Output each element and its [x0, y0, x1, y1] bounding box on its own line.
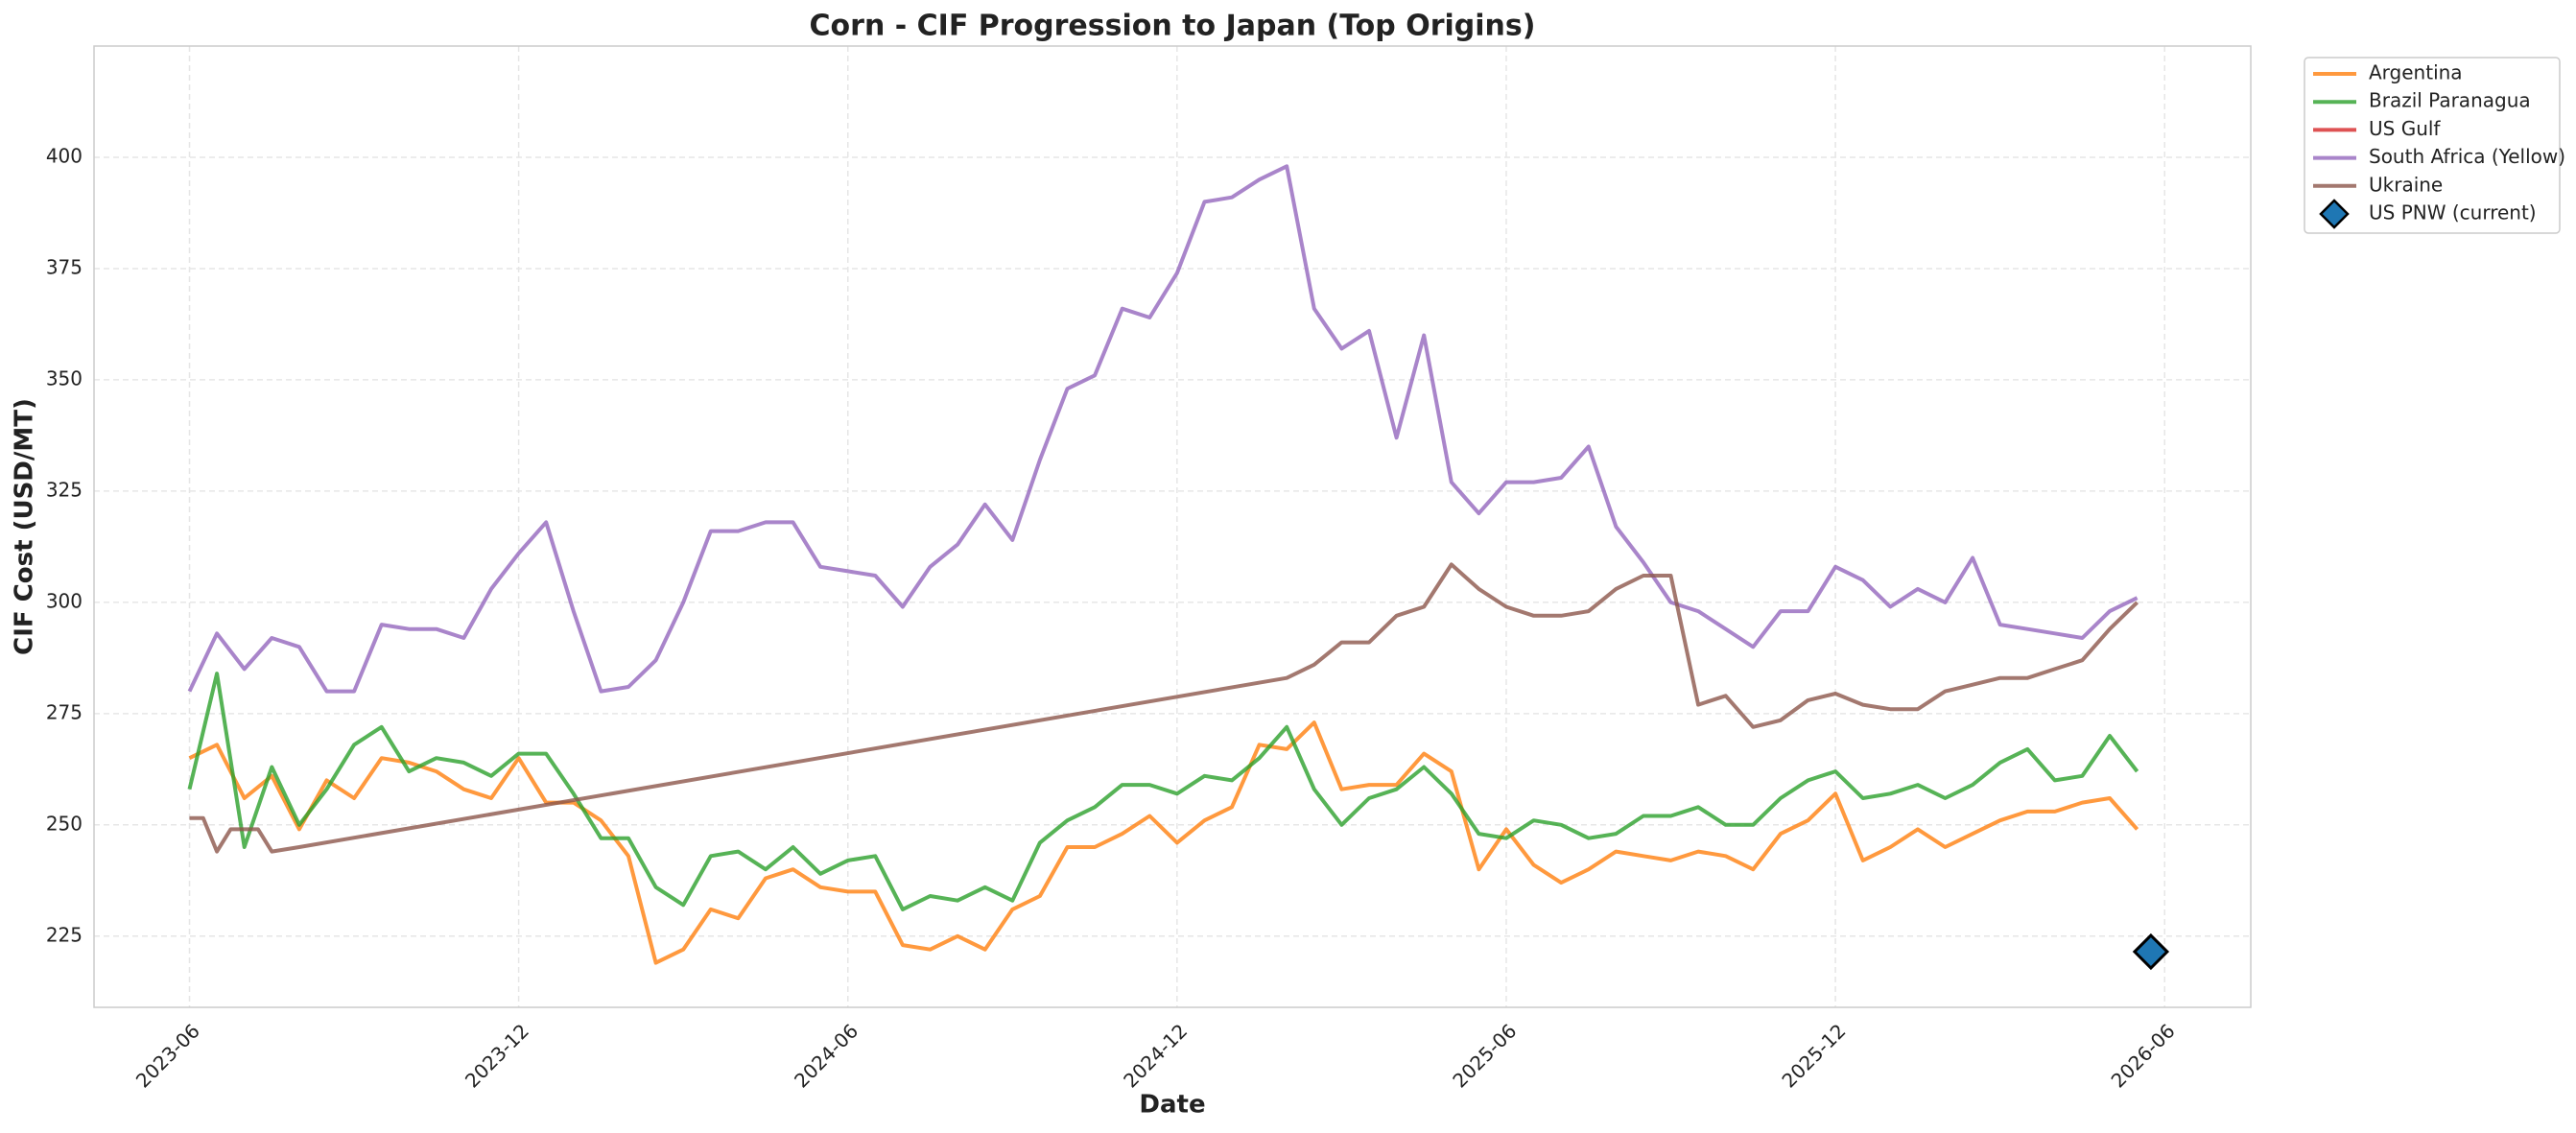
y-tick-label: 375 [46, 255, 83, 278]
y-tick-label: 350 [46, 366, 83, 389]
y-tick-label: 275 [46, 700, 83, 723]
y-axis-label: CIF Cost (USD/MT) [11, 398, 39, 655]
plot-frame [93, 45, 2252, 1008]
y-tick-label: 225 [46, 923, 83, 946]
y-tick-label: 250 [46, 812, 83, 835]
y-tick-label: 400 [46, 144, 83, 167]
series-line [187, 672, 2139, 911]
y-tick-label: 325 [46, 478, 83, 501]
x-axis-label: Date [1139, 1091, 1205, 1120]
legend-label: Argentina [2369, 61, 2463, 84]
marker [2132, 932, 2170, 971]
legend-label: Brazil Paranagua [2369, 89, 2531, 112]
legend-label: Ukraine [2369, 173, 2443, 196]
legend-label: South Africa (Yellow) [2369, 145, 2565, 168]
legend-box [2304, 57, 2561, 234]
legend-label: US Gulf [2369, 117, 2441, 140]
series-line [187, 164, 2139, 694]
series-line [188, 720, 2139, 965]
legend-label: US PNW (current) [2369, 201, 2537, 224]
legend-marker [2319, 199, 2350, 229]
y-tick-label: 300 [46, 589, 83, 612]
series-line [189, 562, 2139, 854]
chart-title: Corn - CIF Progression to Japan (Top Ori… [810, 10, 1536, 43]
